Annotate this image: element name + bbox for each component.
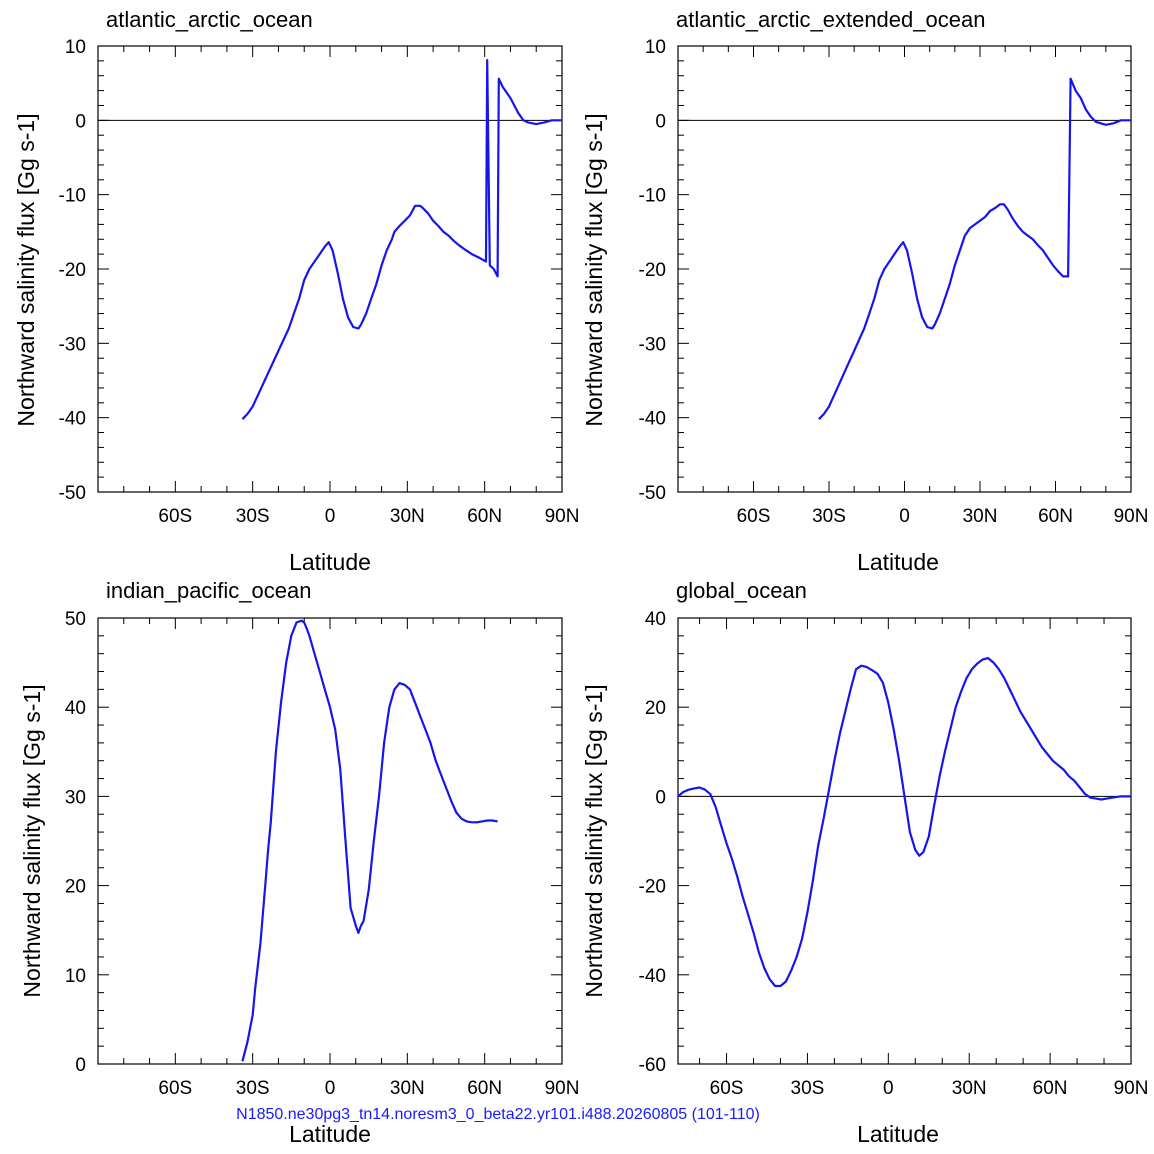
x-tick-label: 0: [883, 1078, 894, 1099]
plot-frame: [97, 617, 563, 1065]
x-tick-label: 30N: [952, 1078, 987, 1099]
y-tick-label: -20: [639, 260, 666, 281]
y-tick-label: 0: [75, 111, 86, 132]
x-axis-label: Latitude: [289, 1121, 371, 1147]
y-tick-label: -60: [639, 1055, 666, 1076]
x-tick-label: 60S: [737, 506, 771, 527]
panel-atlantic-arctic-extended: atlantic_arctic_extended_ocean Latitude …: [581, 7, 1148, 575]
y-tick-label: -40: [59, 409, 86, 430]
x-tick-label: 60N: [1038, 506, 1073, 527]
y-tick-label: -50: [59, 483, 86, 504]
x-tick-label: 30N: [390, 1078, 425, 1099]
series-line: [677, 656, 1131, 988]
x-tick-label: 0: [325, 1078, 336, 1099]
y-tick-label: -10: [59, 186, 86, 207]
x-axis-label: Latitude: [857, 1121, 939, 1147]
y-tick-label: 30: [65, 787, 86, 808]
y-tick-label: 0: [655, 111, 666, 132]
series-line: [241, 619, 498, 1062]
x-tick-label: 30S: [812, 506, 846, 527]
y-tick-label: 20: [65, 877, 86, 898]
y-tick-label: -50: [639, 483, 666, 504]
y-tick-label: -20: [639, 877, 666, 898]
panel-global: global_ocean Latitude Northward salinity…: [581, 578, 1148, 1147]
y-tick-label: 20: [645, 698, 666, 719]
x-tick-label: 30N: [963, 506, 998, 527]
y-tick-label: 0: [655, 787, 666, 808]
y-tick-label: 0: [75, 1055, 86, 1076]
y-axis-label: Northward salinity flux [Gg s-1]: [581, 113, 607, 426]
plot-frame: [677, 45, 1132, 493]
panel-title: global_ocean: [676, 578, 807, 603]
x-tick-label: 90N: [545, 1078, 580, 1099]
y-tick-label: -30: [59, 334, 86, 355]
y-axis-label: Northward salinity flux [Gg s-1]: [13, 113, 39, 426]
x-tick-label: 30S: [791, 1078, 825, 1099]
x-axis-label: Latitude: [289, 549, 371, 575]
footer-caption: N1850.ne30pg3_tn14.noresm3_0_beta22.yr10…: [236, 1106, 760, 1123]
y-tick-label: 40: [645, 609, 666, 630]
x-tick-label: 30N: [390, 506, 425, 527]
y-tick-label: -20: [59, 260, 86, 281]
x-tick-label: 0: [899, 506, 910, 527]
x-axis-label: Latitude: [857, 549, 939, 575]
series-line: [241, 58, 562, 420]
x-tick-label: 90N: [1114, 506, 1149, 527]
x-tick-label: 60S: [710, 1078, 744, 1099]
y-tick-label: 10: [65, 966, 86, 987]
x-tick-label: 60N: [1033, 1078, 1068, 1099]
x-tick-label: 60S: [158, 506, 192, 527]
panel-atlantic-arctic: atlantic_arctic_ocean Latitude Northward…: [13, 7, 579, 575]
y-tick-label: -30: [639, 334, 666, 355]
x-tick-label: 60S: [158, 1078, 192, 1099]
x-tick-label: 30S: [236, 506, 270, 527]
y-tick-label: 10: [645, 37, 666, 58]
panel-title: indian_pacific_ocean: [106, 578, 312, 603]
y-tick-label: -10: [639, 186, 666, 207]
y-tick-label: 40: [65, 698, 86, 719]
panel-title: atlantic_arctic_extended_ocean: [676, 7, 985, 32]
series-line: [818, 77, 1131, 420]
x-tick-label: 90N: [1114, 1078, 1149, 1099]
y-axis-label: Northward salinity flux [Gg s-1]: [19, 684, 45, 997]
panel-title: atlantic_arctic_ocean: [106, 7, 313, 32]
panel-indian-pacific: indian_pacific_ocean Latitude Northward …: [19, 578, 579, 1147]
x-tick-label: 60N: [467, 506, 502, 527]
x-tick-label: 0: [325, 506, 336, 527]
x-tick-label: 30S: [236, 1078, 270, 1099]
x-tick-label: 90N: [545, 506, 580, 527]
x-tick-label: 60N: [467, 1078, 502, 1099]
y-axis-label: Northward salinity flux [Gg s-1]: [581, 684, 607, 997]
y-tick-label: 10: [65, 37, 86, 58]
y-tick-label: -40: [639, 966, 666, 987]
plot-frame: [677, 617, 1132, 1065]
y-tick-label: 50: [65, 609, 86, 630]
y-tick-label: -40: [639, 409, 666, 430]
